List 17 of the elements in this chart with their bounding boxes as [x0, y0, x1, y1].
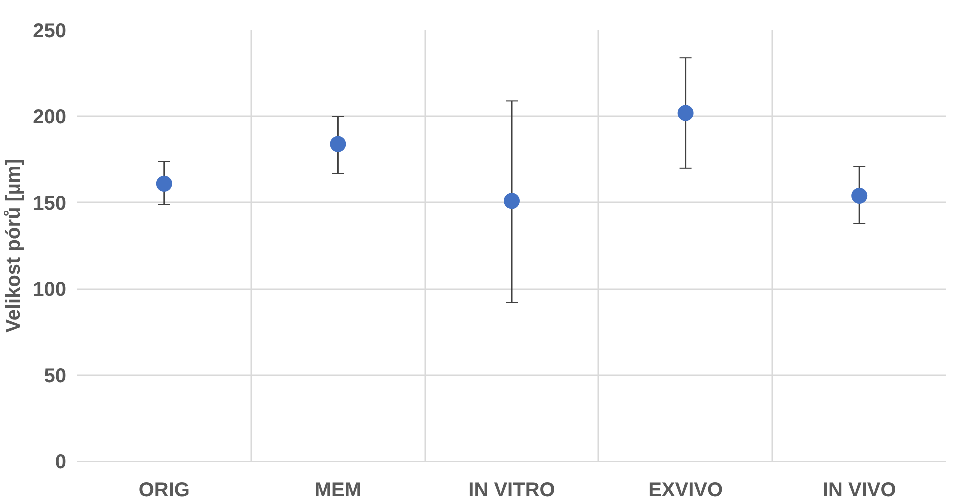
- point: [852, 188, 868, 204]
- y-axis-title: Velikost pórů [µm]: [3, 159, 26, 333]
- x-tick-label: MEM: [314, 480, 362, 502]
- y-tick-label: 150: [33, 192, 67, 215]
- y-tick-label: 200: [33, 106, 67, 129]
- point: [678, 105, 694, 122]
- x-tick-label: IN VIVO: [822, 480, 896, 502]
- x-tick-label: ORIG: [138, 480, 190, 502]
- y-tick-label: 100: [33, 279, 67, 302]
- point: [330, 136, 346, 152]
- point: [156, 176, 172, 192]
- y-tick-label: 250: [33, 20, 67, 42]
- x-tick-label: IN VITRO: [468, 480, 556, 502]
- y-tick-label: 0: [55, 452, 66, 474]
- x-tick-label: EXVIVO: [648, 480, 724, 502]
- y-tick-label: 50: [44, 365, 67, 388]
- point: [504, 193, 520, 210]
